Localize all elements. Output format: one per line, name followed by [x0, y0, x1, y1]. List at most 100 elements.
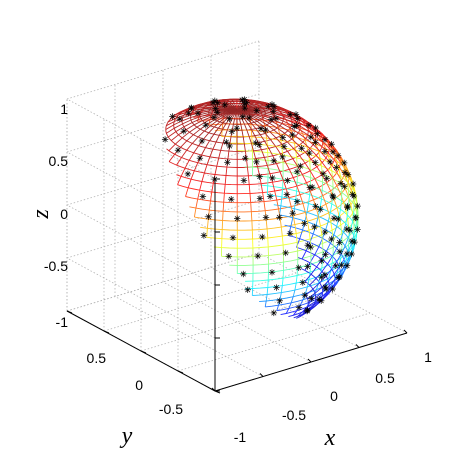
point-marker: [240, 177, 248, 184]
point-marker: [254, 252, 261, 260]
meridian-segment: [271, 121, 281, 127]
meridian-segment: [294, 282, 297, 291]
meridian-segment: [333, 199, 338, 208]
z-axis-label: z: [28, 209, 54, 220]
meridian-segment: [305, 288, 314, 296]
meridian-segment: [299, 229, 304, 239]
meridian-segment: [183, 122, 193, 128]
meridian-segment: [336, 150, 342, 158]
meridian-segment: [232, 118, 236, 125]
x-tick-label: -1: [234, 429, 247, 445]
meridian-segment: [274, 190, 278, 201]
meridian-segment: [248, 136, 252, 144]
point-marker: [307, 133, 314, 141]
point-marker: [312, 159, 319, 166]
point-marker: [349, 191, 356, 198]
meridian-segment: [253, 150, 257, 159]
y-tick: [103, 330, 110, 334]
meridian-segment: [213, 127, 219, 135]
meridian-segment: [251, 129, 256, 136]
meridian-segment: [332, 248, 338, 257]
meridian-segment: [250, 122, 257, 129]
meridian-segment: [180, 140, 188, 148]
sphere-surface: [165, 98, 359, 319]
point-marker: [311, 223, 318, 231]
meridian-segment: [175, 126, 185, 132]
point-marker: [269, 174, 276, 182]
meridian-segment: [276, 127, 285, 134]
meridian-segment: [310, 159, 318, 168]
meridian-segment: [319, 150, 327, 159]
meridian-segment: [309, 304, 317, 311]
point-marker: [180, 128, 187, 135]
point-marker: [293, 198, 301, 205]
meridian-segment: [181, 149, 188, 158]
meridian-segment: [166, 127, 175, 134]
point-marker: [273, 284, 280, 291]
meridian-segment: [204, 118, 213, 123]
point-marker: [225, 253, 232, 260]
point-marker: [276, 214, 283, 221]
meridian-segment: [201, 147, 206, 156]
point-marker: [328, 141, 335, 148]
point-marker: [319, 170, 327, 177]
meridian-segment: [309, 161, 311, 170]
meridian-segment: [220, 111, 229, 116]
meridian-segment: [316, 166, 323, 175]
meridian-segment: [345, 210, 349, 220]
meridian-segment: [250, 104, 258, 107]
meridian-segment: [354, 233, 358, 243]
y-tick-label: 0: [135, 377, 143, 393]
axes-lines: [66, 178, 408, 394]
x-tick: [403, 329, 408, 334]
meridian-segment: [321, 290, 329, 297]
point-marker: [212, 105, 219, 112]
meridian-segment: [182, 114, 192, 119]
point-marker: [305, 122, 313, 129]
meridian-segment: [321, 162, 329, 171]
point-marker: [233, 125, 240, 132]
meridian-segment: [188, 152, 195, 161]
meridian-segment: [258, 107, 262, 112]
meridian-segment: [240, 124, 243, 131]
meridian-segment: [196, 122, 205, 128]
meridian-segment: [340, 267, 345, 276]
meridian-segment: [175, 137, 183, 145]
meridian-segment: [208, 126, 215, 134]
meridian-segment: [350, 204, 354, 214]
meridian-segment: [226, 123, 231, 130]
point-marker: [318, 274, 325, 281]
y-tick: [140, 350, 147, 354]
point-marker: [266, 193, 274, 200]
meridian-segment: [165, 124, 174, 130]
point-marker: [256, 173, 263, 180]
meridian-segment: [251, 115, 260, 121]
meridian-segment: [328, 279, 336, 287]
point-marker: [335, 215, 342, 223]
z-tick-label: -0.5: [44, 258, 68, 274]
meridian-segment: [329, 163, 333, 171]
meridian-segment: [177, 176, 182, 185]
point-marker: [298, 145, 305, 152]
meridian-segment: [328, 212, 332, 222]
x-tick-label: 1: [424, 349, 432, 365]
meridian-segment: [309, 191, 314, 200]
point-marker: [299, 279, 306, 286]
meridian-segment: [347, 256, 352, 264]
meridian-segment: [197, 190, 201, 200]
meridian-segment: [218, 128, 224, 136]
meridian-segment: [260, 101, 265, 105]
point-marker: [304, 307, 311, 314]
meridian-segment: [222, 123, 227, 130]
point-marker: [322, 283, 329, 291]
meridian-segment: [249, 193, 252, 203]
meridian-segment: [276, 199, 279, 210]
meridian-segment: [167, 131, 177, 138]
meridian-segment: [223, 193, 225, 203]
meridian-segment: [315, 291, 323, 298]
z-tick-label: 0.5: [49, 153, 69, 169]
meridian-segment: [181, 117, 191, 122]
point-marker: [270, 157, 277, 164]
point-marker: [304, 242, 311, 249]
meridian-segment: [193, 128, 201, 136]
